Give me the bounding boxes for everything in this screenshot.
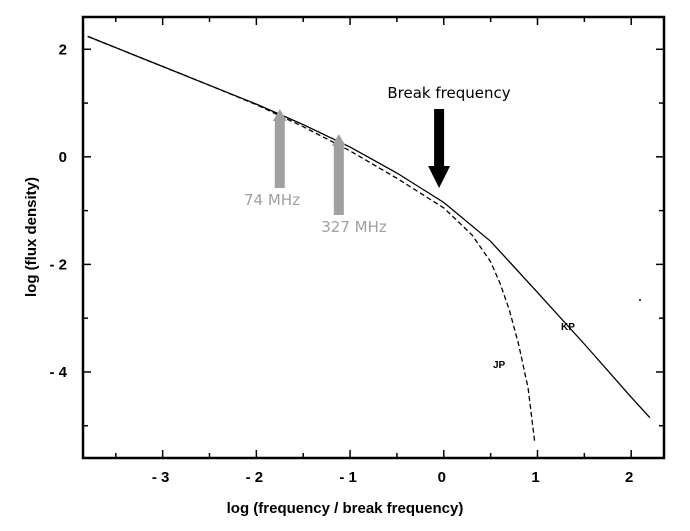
annotations: Break frequency 74 MHz 327 MHz KP JP xyxy=(244,84,575,371)
y-axis-title: log (flux density) xyxy=(23,177,40,297)
x-tick-label: 2 xyxy=(625,469,633,486)
x-tick-label: 1 xyxy=(531,469,539,486)
x-tick-label: - 3 xyxy=(152,469,170,486)
label-74mhz: 74 MHz xyxy=(244,191,300,209)
arrow-break-frequency xyxy=(428,109,451,188)
y-tick-label: 0 xyxy=(59,149,67,166)
plot-frame xyxy=(81,15,666,460)
break-frequency-label: Break frequency xyxy=(387,84,510,102)
label-327mhz: 327 MHz xyxy=(321,218,387,236)
x-tick-label: - 2 xyxy=(246,469,264,486)
series-group xyxy=(87,35,651,442)
series-line-jp xyxy=(87,35,536,442)
x-tick-label: - 1 xyxy=(339,469,357,486)
x-tick-labels: - 3 - 2 - 1 0 1 2 xyxy=(152,469,633,486)
y-tick-labels: 2 0 - 2 - 4 xyxy=(49,41,67,381)
tick-marks xyxy=(83,17,664,458)
x-tick-label: 0 xyxy=(438,469,446,486)
y-tick-label: - 4 xyxy=(49,364,67,381)
x-axis-title: log (frequency / break frequency) xyxy=(227,500,464,517)
series-label-kp: KP xyxy=(561,322,575,333)
arrow-327mhz xyxy=(331,134,346,215)
y-tick-label: - 2 xyxy=(49,256,67,273)
arrow-74mhz xyxy=(272,109,287,188)
stray-dot xyxy=(639,299,641,301)
y-tick-label: 2 xyxy=(59,41,67,58)
series-label-jp: JP xyxy=(493,360,506,371)
